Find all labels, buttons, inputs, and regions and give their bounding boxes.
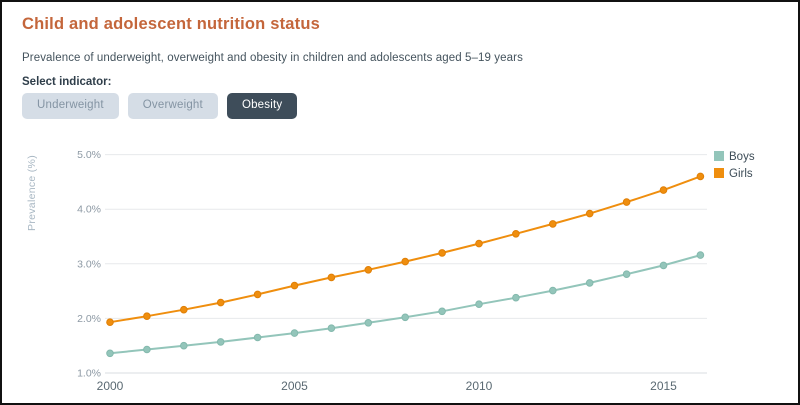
point-boys-2003[interactable] (216, 338, 225, 346)
select-indicator-label: Select indicator: (22, 76, 112, 88)
point-girls-2005[interactable] (290, 281, 299, 290)
indicator-buttons: Underweight Overweight Obesity (22, 93, 298, 119)
legend-item-boys[interactable]: Boys (714, 151, 755, 163)
point-girls-2000[interactable] (106, 318, 114, 326)
chart-canvas[interactable]: 1.0% 2.0% 3.0% 4.0% 5.0% 2000 2005 2010 2015 Prev… (2, 137, 800, 405)
point-girls-2004[interactable] (253, 290, 262, 299)
x-tick-2010: 2010 (466, 379, 493, 393)
point-boys-2010[interactable] (475, 300, 483, 308)
point-girls-2007[interactable] (364, 266, 373, 274)
point-boys-2016[interactable] (696, 251, 705, 259)
y-tick-1.0%: 1.0% (77, 368, 101, 380)
line-boys (109, 254, 701, 355)
x-tick-2015: 2015 (650, 379, 677, 393)
point-boys-2005[interactable] (290, 329, 299, 337)
point-girls-2006[interactable] (327, 273, 336, 282)
x-tick-2000: 2000 (97, 379, 124, 393)
point-boys-2009[interactable] (438, 307, 446, 316)
point-girls-2008[interactable] (401, 257, 410, 266)
legend-swatch-girls (714, 168, 724, 178)
point-girls-2013[interactable] (585, 209, 594, 218)
y-tick-4.0%: 4.0% (77, 204, 101, 216)
series-girls (106, 172, 705, 326)
y-axis-title: Prevalence (%) (26, 155, 38, 231)
indicator-button-underweight[interactable]: Underweight (22, 93, 119, 119)
legend-swatch-boys (714, 151, 724, 161)
legend-item-girls[interactable]: Girls (714, 168, 753, 180)
point-boys-2015[interactable] (659, 261, 668, 270)
point-girls-2002[interactable] (180, 305, 188, 314)
legend-label-girls: Girls (729, 168, 753, 180)
point-girls-2010[interactable] (475, 239, 483, 248)
point-girls-2016[interactable] (696, 172, 705, 181)
x-tick-2005: 2005 (281, 379, 308, 393)
y-tick-5.0%: 5.0% (77, 149, 101, 161)
indicator-button-obesity[interactable]: Obesity (226, 93, 298, 119)
point-boys-2004[interactable] (253, 333, 262, 342)
line-chart: 1.0% 2.0% 3.0% 4.0% 5.0% 2000 2005 2010 2015 Prev… (2, 137, 800, 405)
point-boys-2001[interactable] (143, 345, 151, 354)
point-boys-2012[interactable] (549, 286, 557, 295)
point-girls-2014[interactable] (622, 198, 631, 206)
y-tick-3.0%: 3.0% (77, 258, 101, 270)
series-boys (106, 251, 705, 358)
point-boys-2007[interactable] (364, 319, 373, 327)
y-tick-2.0%: 2.0% (77, 313, 101, 325)
line-girls (109, 175, 701, 324)
page-title: Child and adolescent nutrition status (22, 15, 321, 33)
point-girls-2015[interactable] (659, 186, 668, 194)
point-girls-2001[interactable] (143, 312, 151, 320)
page-subtitle: Prevalence of underweight, overweight an… (22, 52, 523, 64)
point-boys-2008[interactable] (401, 313, 410, 322)
point-boys-2000[interactable] (106, 349, 114, 358)
point-girls-2011[interactable] (512, 230, 520, 238)
point-girls-2012[interactable] (549, 220, 557, 228)
point-girls-2003[interactable] (216, 298, 225, 307)
point-boys-2013[interactable] (585, 279, 594, 287)
point-boys-2006[interactable] (327, 324, 336, 332)
point-girls-2009[interactable] (438, 249, 446, 257)
point-boys-2014[interactable] (622, 270, 631, 278)
point-boys-2011[interactable] (512, 293, 520, 302)
indicator-button-overweight[interactable]: Overweight (127, 93, 218, 119)
point-boys-2002[interactable] (180, 341, 188, 350)
legend-label-boys: Boys (729, 151, 755, 163)
